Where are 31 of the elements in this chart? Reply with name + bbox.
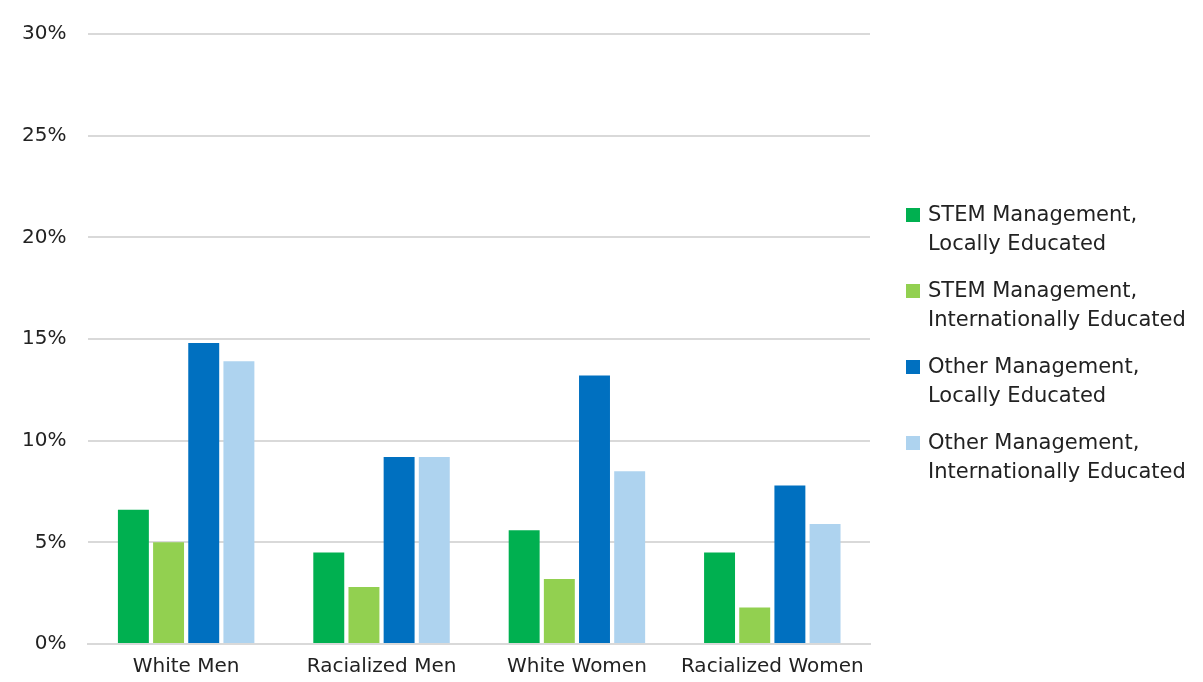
legend-label: STEM Management, Locally Educated [928,201,1139,257]
bar [348,587,380,643]
bar [313,552,345,643]
bar [418,456,450,643]
bar [704,552,736,643]
legend-label: Other Management, Locally Educated [928,353,1141,409]
y-tick-label: 0% [34,630,67,655]
bar [809,524,841,643]
bar [223,361,255,643]
y-tick-label: 30% [22,20,67,45]
y-tick-label: 25% [22,121,67,146]
x-tick-label: White Men [132,653,240,678]
bar [579,375,610,643]
x-tick-label: Racialized Men [306,653,457,678]
y-tick-label: 5% [34,528,67,553]
bar [383,456,415,643]
legend-label: Other Management, Internationally Educated [928,429,1187,485]
x-tick-label: Racialized Women [680,653,864,678]
bar [117,509,149,643]
bar [543,578,575,643]
legend-label: STEM Management, Internationally Educated [928,277,1187,333]
bar [614,471,646,643]
y-tick-label: 15% [22,325,67,350]
x-tick-label: White Women [507,653,647,678]
bar [774,485,806,643]
y-tick-label: 10% [22,426,67,451]
y-tick-label: 20% [22,223,67,248]
bar [739,607,771,643]
bar [153,542,185,643]
bar [188,343,220,643]
bar [508,530,540,643]
